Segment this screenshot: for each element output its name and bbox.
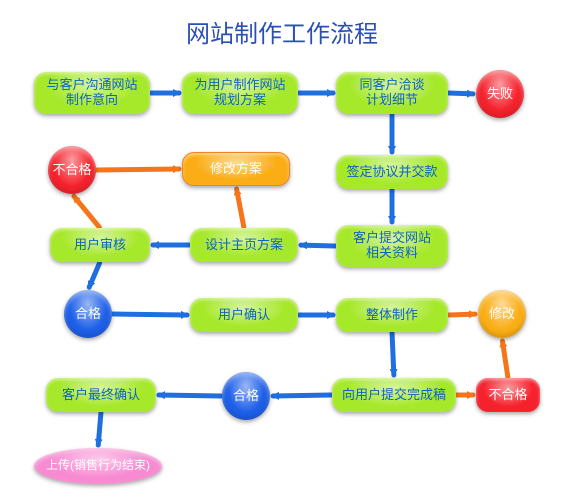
node-n2: 为用户制作网站 规划方案 [182, 72, 298, 114]
node-n7: 设计主页方案 [190, 228, 298, 262]
node-n5: 签定协议并交款 [336, 155, 448, 189]
node-n4: 失败 [476, 70, 524, 118]
node-n15: 向用户提交完成稿 [332, 378, 456, 412]
node-n11: 合格 [64, 290, 112, 338]
flowchart-title: 网站制作工作流程 [0, 14, 564, 49]
edge-n16-n14 [502, 341, 507, 377]
edge-n7-n8 [237, 189, 244, 227]
node-n13: 整体制作 [336, 298, 448, 332]
edge-n13-n15 [392, 333, 394, 375]
edge-n6-n7 [301, 245, 335, 246]
edge-n18-n19 [98, 413, 101, 445]
edge-n17-n18 [159, 395, 221, 396]
node-n10: 不合格 [48, 146, 96, 194]
node-n14: 修改 [478, 290, 526, 338]
node-n19: 上传(销售行为结束) [34, 448, 162, 484]
node-n17: 合格 [222, 372, 270, 420]
edge-n11-n12 [113, 314, 187, 315]
node-n3: 同客户洽谈 计划细节 [336, 72, 448, 114]
node-n1: 与客户沟通网站 制作意向 [34, 72, 150, 114]
edge-n9-n11 [89, 263, 99, 287]
edge-n3-n4 [449, 93, 473, 94]
node-n8: 修改方案 [182, 152, 290, 186]
node-n9: 用户审核 [50, 228, 150, 262]
edge-n10-n8 [97, 169, 179, 170]
edge-n13-n14 [449, 314, 475, 315]
node-n12: 用户确认 [190, 298, 298, 332]
edge-n9-n10 [74, 196, 99, 227]
node-n18: 客户最终确认 [46, 378, 156, 412]
node-n16: 不合格 [476, 378, 540, 412]
edge-n15-n17 [273, 395, 331, 396]
node-n6: 客户提交网站 相关资料 [336, 225, 448, 267]
flowchart-stage: 网站制作工作流程 与客户沟通网站 制作意向为用户制作网站 规划方案同客户洽谈 计… [0, 0, 564, 500]
